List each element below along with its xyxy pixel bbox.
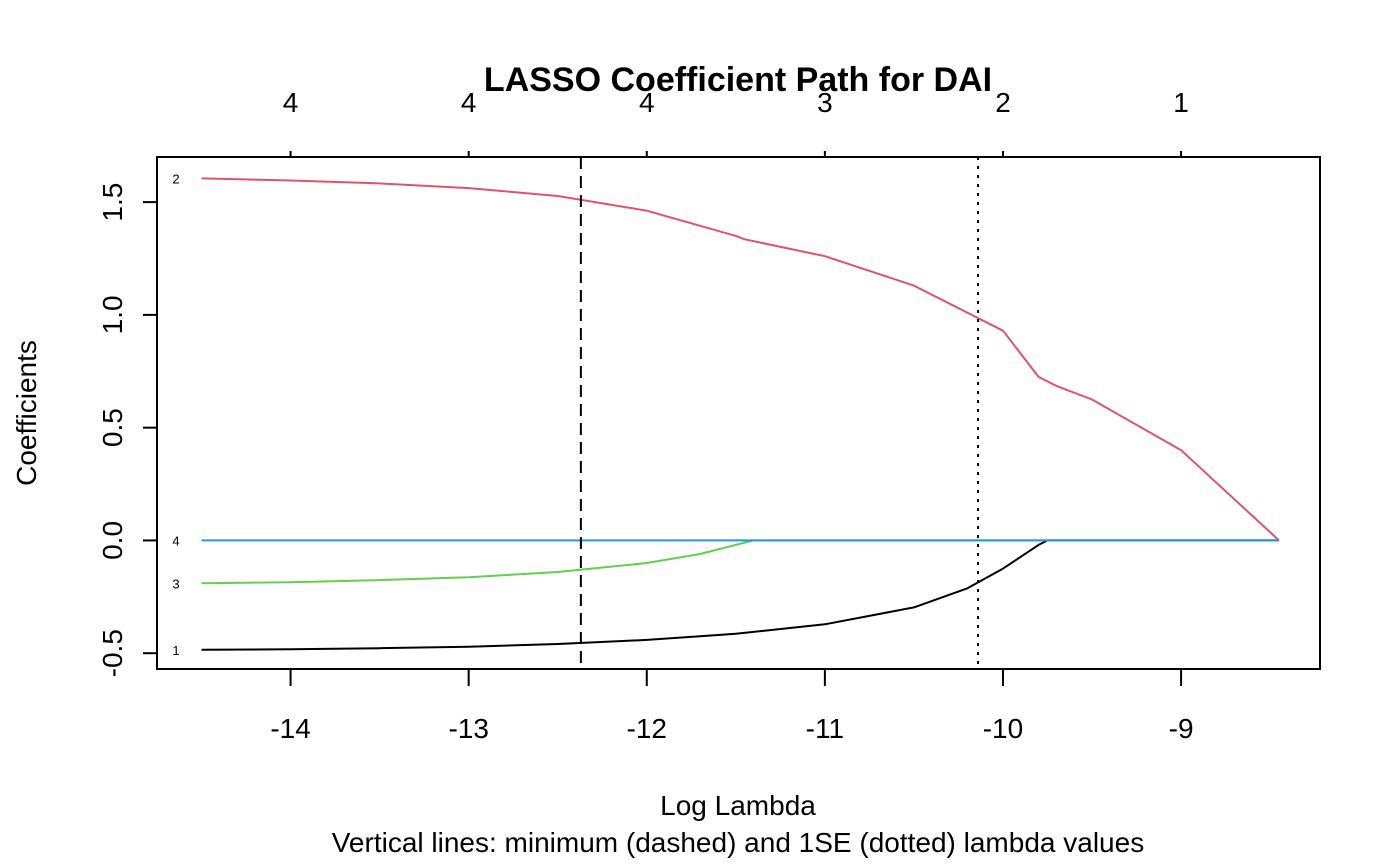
- x-axis-note: Vertical lines: minimum (dashed) and 1SE…: [332, 827, 1144, 858]
- x-tick-label: -10: [983, 713, 1023, 744]
- series-label-1: 1: [172, 643, 179, 658]
- top-tick-label: 4: [283, 87, 299, 118]
- top-tick-label: 4: [461, 87, 477, 118]
- y-tick-label: 0.0: [97, 521, 128, 560]
- top-tick-label: 3: [817, 87, 833, 118]
- series-line-2: [201, 177, 1280, 542]
- x-tick-label: -9: [1169, 713, 1194, 744]
- x-tick-label: -12: [627, 713, 667, 744]
- top-tick-label: 4: [639, 87, 655, 118]
- top-axis: 4 4 4 3 2 1: [283, 87, 1189, 157]
- x-axis-label: Log Lambda: [660, 790, 816, 821]
- y-tick-label: 1.0: [97, 295, 128, 334]
- series-label-4: 4: [172, 533, 179, 548]
- y-tick-label: 0.5: [97, 408, 128, 447]
- y-axis: -0.5 0.0 0.5 1.0 1.5: [97, 183, 157, 677]
- x-tick-label: -11: [806, 713, 844, 744]
- chart-title: LASSO Coefficient Path for DAI: [484, 61, 992, 99]
- y-tick-label: -0.5: [97, 629, 128, 677]
- top-tick-label: 2: [995, 87, 1011, 118]
- y-axis-label: Coefficients: [11, 340, 42, 486]
- x-tick-label: -13: [448, 713, 488, 744]
- top-tick-label: 1: [1173, 87, 1189, 118]
- series-label-3: 3: [172, 576, 179, 591]
- x-tick-label: -14: [270, 713, 310, 744]
- x-axis: -14 -13 -12 -11 -10 -9: [270, 669, 1194, 744]
- series-label-2: 2: [172, 171, 179, 186]
- series-line-3: [201, 539, 1279, 585]
- plot-area: 1 2 3 4: [172, 157, 1280, 669]
- series-line-1: [201, 539, 1279, 651]
- plot-frame: [156, 156, 1321, 670]
- y-tick-label: 1.5: [97, 183, 128, 222]
